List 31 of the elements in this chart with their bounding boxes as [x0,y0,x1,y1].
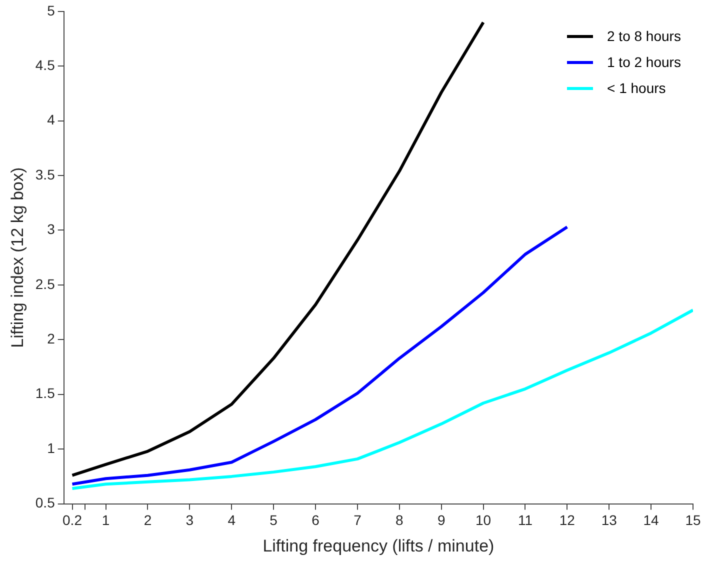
x-tick-label: 4 [228,512,236,528]
x-tick-label: 12 [559,512,576,528]
x-tick-label: 9 [437,512,446,528]
x-tick-label: 5 [270,512,278,528]
y-tick-label: 2 [47,330,56,347]
y-tick-label: 3 [47,221,56,238]
x-tick-label: 13 [601,512,618,528]
x-axis-title: Lifting frequency (lifts / minute) [262,536,494,556]
x-tick-label: 1 [102,512,110,528]
y-tick-label: 4.5 [35,56,56,73]
x-tick-label: 8 [396,512,404,528]
y-tick-label: 5 [47,2,56,18]
legend-label: < 1 hours [607,79,666,98]
x-tick-label: 6 [312,512,320,528]
y-tick-label: 0.5 [35,494,56,511]
x-tick-label: 7 [354,512,362,528]
legend-label: 2 to 8 hours [607,27,681,46]
y-axis-title: Lifting index (12 kg box) [8,167,27,348]
x-tick-label: 2 [144,512,152,528]
y-tick-label: 1.5 [35,385,56,402]
y-tick-label: 1 [47,440,56,456]
y-tick-label: 2.5 [35,276,56,292]
x-tick-label: 0.2 [62,512,82,528]
x-tick-label: 15 [685,512,701,528]
x-tick-label: 10 [476,512,492,528]
x-tick-label: 14 [643,512,660,528]
x-tick-label: 11 [518,512,533,528]
y-tick-label: 4 [47,112,56,128]
y-tick-label: 3.5 [35,166,56,182]
x-tick-label: 3 [186,512,194,528]
legend-label: 1 to 2 hours [607,53,681,72]
